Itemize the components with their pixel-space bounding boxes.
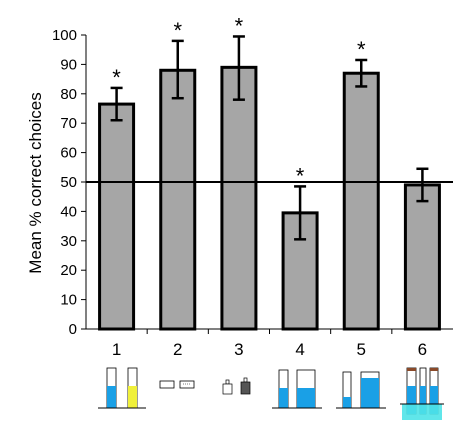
y-tick-label: 50	[60, 174, 77, 191]
y-tick-label: 80	[60, 86, 77, 103]
significance-marker: *	[112, 65, 121, 90]
significance-marker: *	[173, 18, 182, 43]
x-tick-label: 1	[112, 340, 121, 359]
y-tick-label: 90	[60, 56, 77, 73]
y-tick-label: 30	[60, 233, 77, 250]
x-tick-label: 4	[295, 340, 304, 359]
two-bottles-icon	[222, 377, 251, 395]
two-tubes-blue-levels-icon	[272, 369, 322, 409]
bar	[159, 68, 197, 331]
y-tick-label: 60	[60, 145, 77, 162]
y-tick-label: 100	[52, 27, 77, 44]
bar	[403, 183, 441, 331]
two-tubes-blue-yellow-icon	[98, 367, 146, 409]
two-boxes-icon	[159, 380, 195, 389]
significance-marker: *	[296, 163, 305, 188]
y-axis-label: Mean % correct choices	[26, 92, 45, 273]
x-tick-label: 5	[357, 340, 366, 359]
x-tick-label: 6	[418, 340, 427, 359]
y-tick-label: 20	[60, 262, 77, 279]
bar	[342, 71, 380, 331]
three-tubes-cyan-icon	[400, 367, 444, 420]
bar	[98, 102, 136, 331]
two-tubes-blue-short-tall-icon	[336, 371, 386, 409]
significance-marker: *	[235, 13, 244, 38]
y-tick-label: 40	[60, 203, 77, 220]
bar	[220, 65, 258, 331]
x-tick-label: 2	[173, 340, 182, 359]
significance-marker: *	[357, 37, 366, 62]
y-tick-label: 70	[60, 115, 77, 132]
y-tick-label: 0	[69, 321, 77, 338]
x-tick-label: 3	[234, 340, 243, 359]
y-tick-label: 10	[60, 292, 77, 309]
